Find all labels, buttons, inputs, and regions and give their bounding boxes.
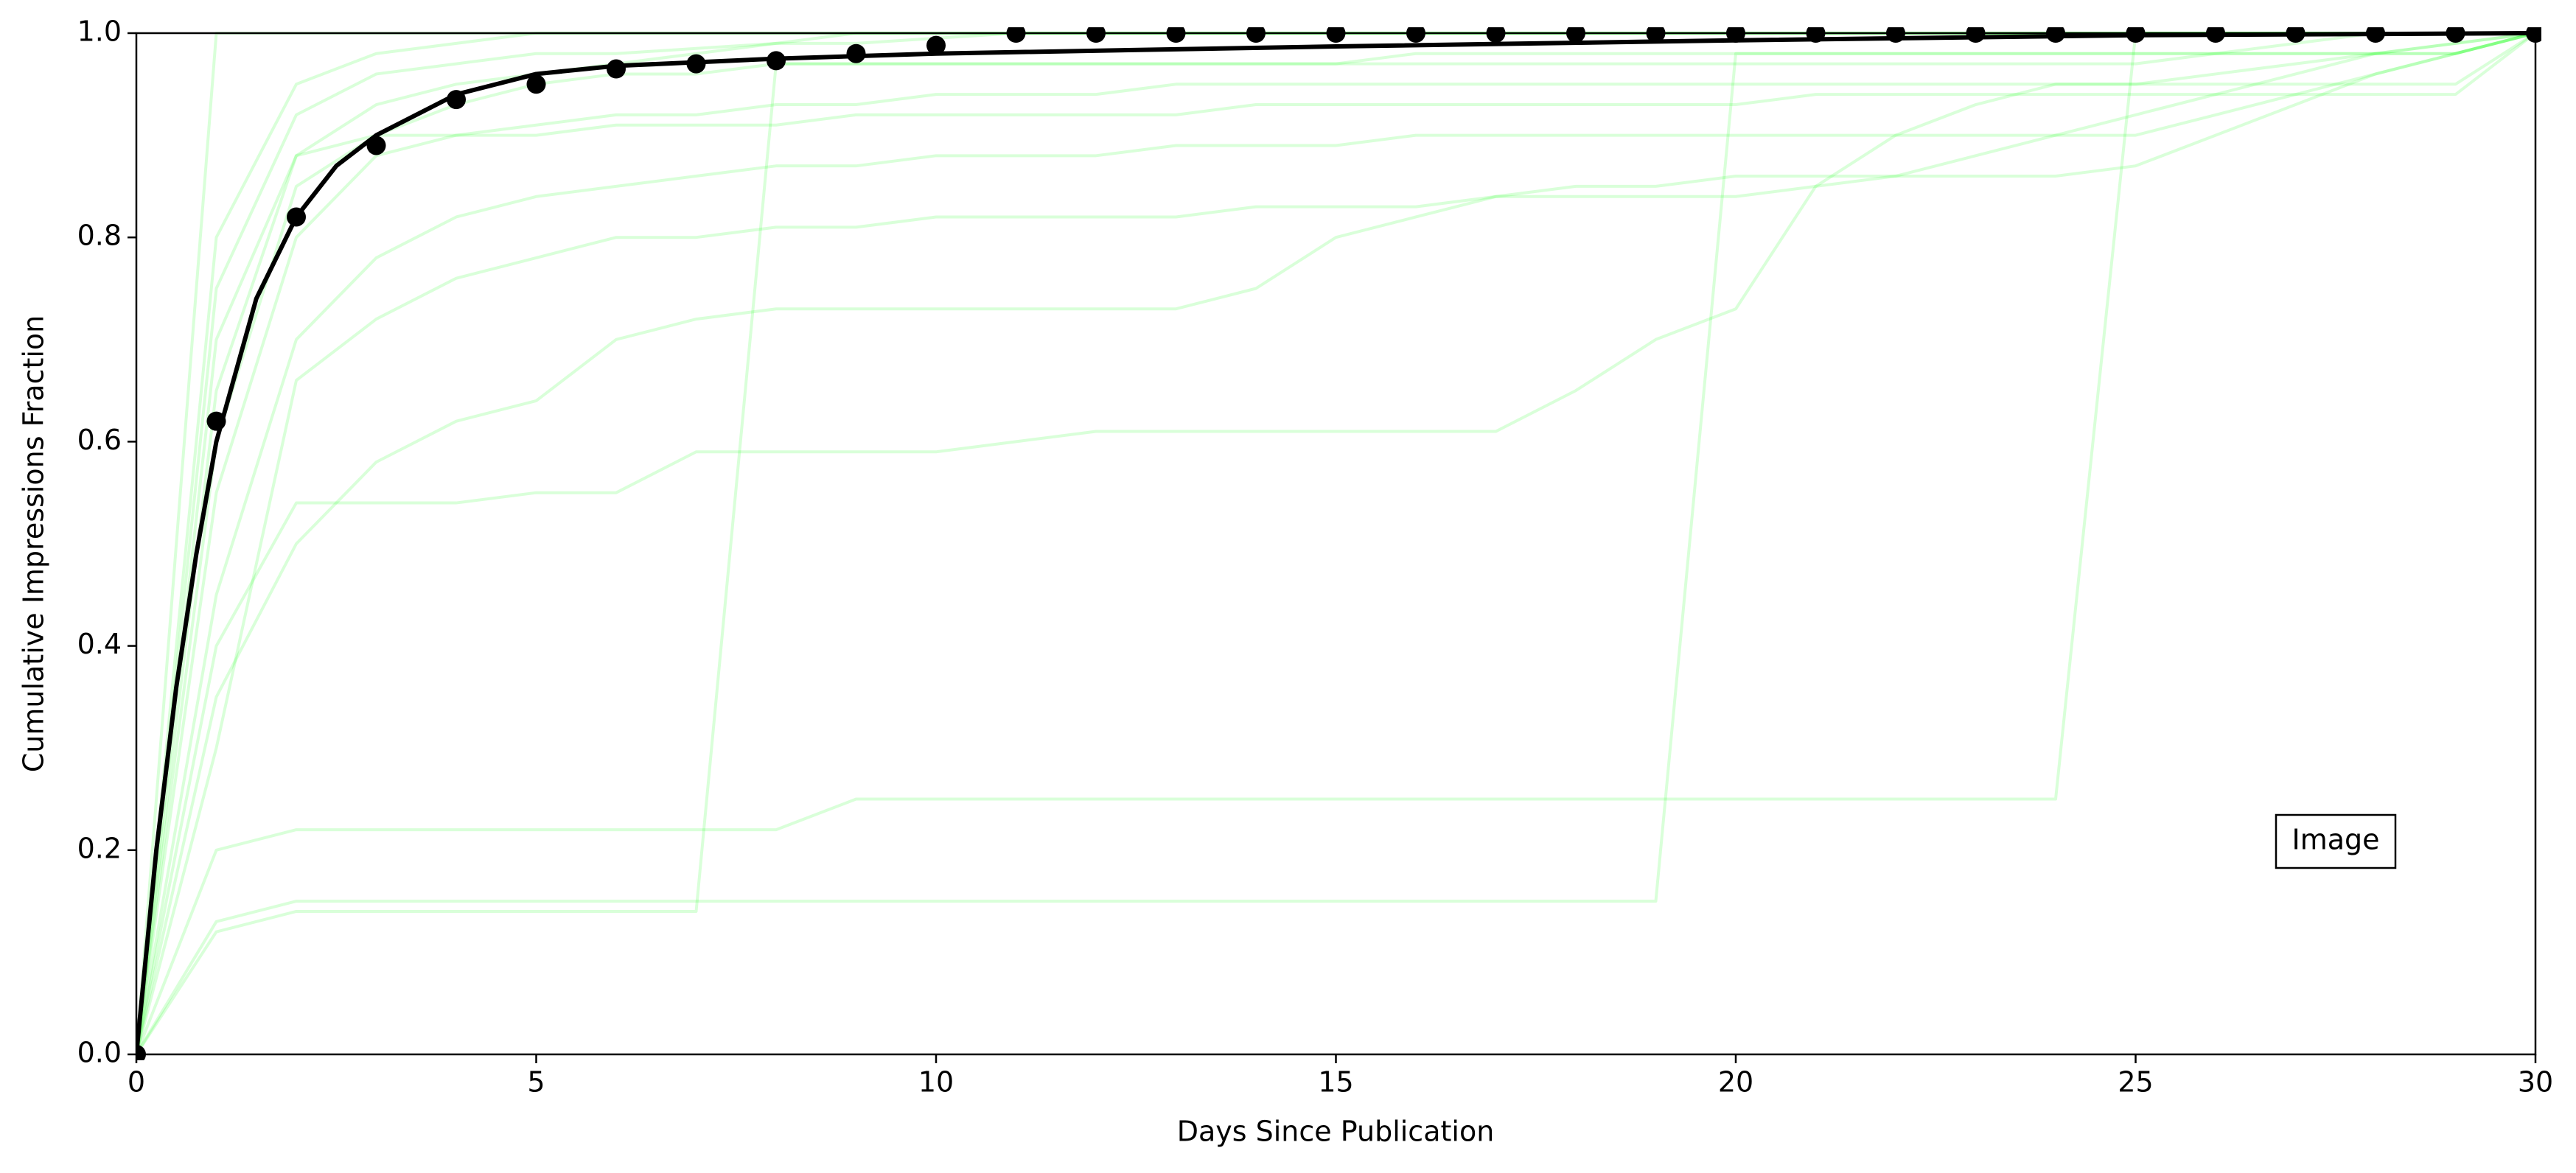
x-tick-label: 15 [1318,1066,1353,1099]
data-point [1726,27,1745,43]
data-point [686,54,706,74]
data-point [1806,27,1826,43]
plot-area [136,27,2541,1060]
data-point [1006,27,1026,43]
data-point [767,51,786,71]
x-tick-label: 20 [1718,1066,1753,1099]
x-tick-label: 5 [527,1066,545,1099]
data-point [366,136,386,155]
data-point [526,74,546,94]
series-line [136,32,2536,1056]
x-axis-label: Days Since Publication [1177,1116,1495,1148]
annotation: Image [2291,824,2379,856]
series-line [136,32,2536,1055]
y-tick-label: 1.0 [77,15,122,48]
data-point [2286,27,2306,43]
data-point [1166,27,1186,43]
series-line [136,32,2537,1055]
data-point [2526,27,2541,43]
y-tick-label: 0.8 [77,220,122,252]
y-tick-label: 0.4 [77,628,122,660]
annotation-box [2275,813,2397,869]
x-tick-label: 30 [2518,1066,2553,1099]
series-line [136,31,2536,1055]
data-point [136,1045,146,1060]
data-point [1086,27,1106,43]
data-point [1646,27,1666,43]
x-tick-label: 25 [2118,1066,2153,1099]
x-tick-label: 0 [128,1066,145,1099]
y-axis-label: Cumulative Impressions Fraction [18,315,50,773]
data-point [2446,27,2465,43]
x-tick-label: 10 [918,1066,954,1099]
data-point [2366,27,2385,43]
data-point [1966,27,1986,43]
data-point [846,43,866,63]
data-point [1566,27,1585,43]
data-point [1486,27,1506,43]
data-point [1326,27,1346,43]
series-line [136,32,2536,1055]
series-line [136,32,2536,1055]
data-point [2126,27,2146,43]
data-point [1886,27,1905,43]
data-point [206,411,226,431]
y-tick-label: 0.6 [77,424,122,456]
data-point [1406,27,1425,43]
data-point [926,35,946,55]
data-point [2206,27,2225,43]
data-point [1246,27,1266,43]
y-tick-label: 0.2 [77,832,122,864]
series-line [136,32,2536,1056]
data-point [287,207,306,227]
y-tick-label: 0.0 [77,1037,122,1069]
series-line [136,32,2537,1055]
data-point [607,59,626,79]
data-point [2046,27,2065,43]
data-point [447,90,466,110]
series-line [136,32,2536,1055]
